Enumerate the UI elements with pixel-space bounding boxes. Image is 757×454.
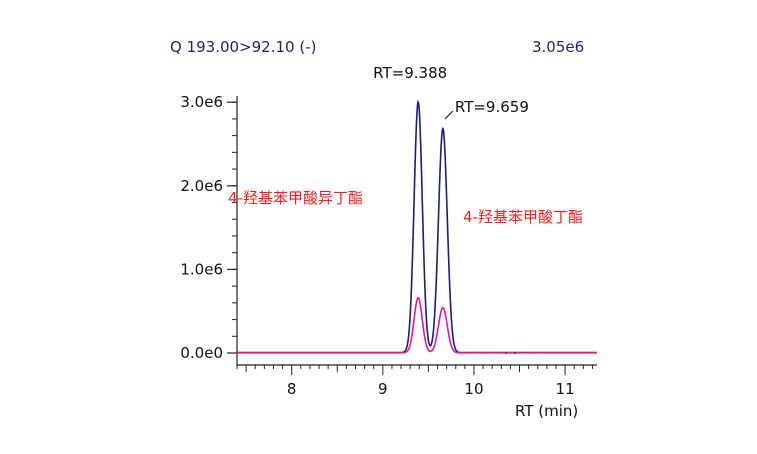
series-line-2 [237,296,597,354]
transition-label: Q 193.00>92.10 (-) [170,38,317,56]
peak-annotation-1: RT=9.388 [373,64,448,82]
y-tick-label: 1.0e6 [180,260,223,278]
x-tick-label: 10 [464,380,483,398]
compound-label-butyl: 4-羟基苯甲酸丁酯 [463,208,583,226]
y-tick-label: 0.0e0 [180,344,223,362]
x-tick-label: 8 [287,380,297,398]
axes [227,96,597,375]
max-intensity-label: 3.05e6 [532,38,585,56]
peak-annotation-2: RT=9.659 [454,98,529,116]
tick-labels: 0.0e0 1.0e6 2.0e6 3.0e6 8 9 10 11 [180,93,574,398]
compound-label-isobutyl: 4-羟基苯甲酸异丁酯 [228,189,363,207]
series-line-1 [237,99,597,354]
series-layer [237,99,597,354]
x-tick-label: 11 [556,380,575,398]
y-tick-label: 2.0e6 [180,177,223,195]
x-tick-label: 9 [378,380,388,398]
y-tick-label: 3.0e6 [180,93,223,111]
annotation-leader [444,110,454,120]
x-axis-label: RT (min) [515,402,579,420]
